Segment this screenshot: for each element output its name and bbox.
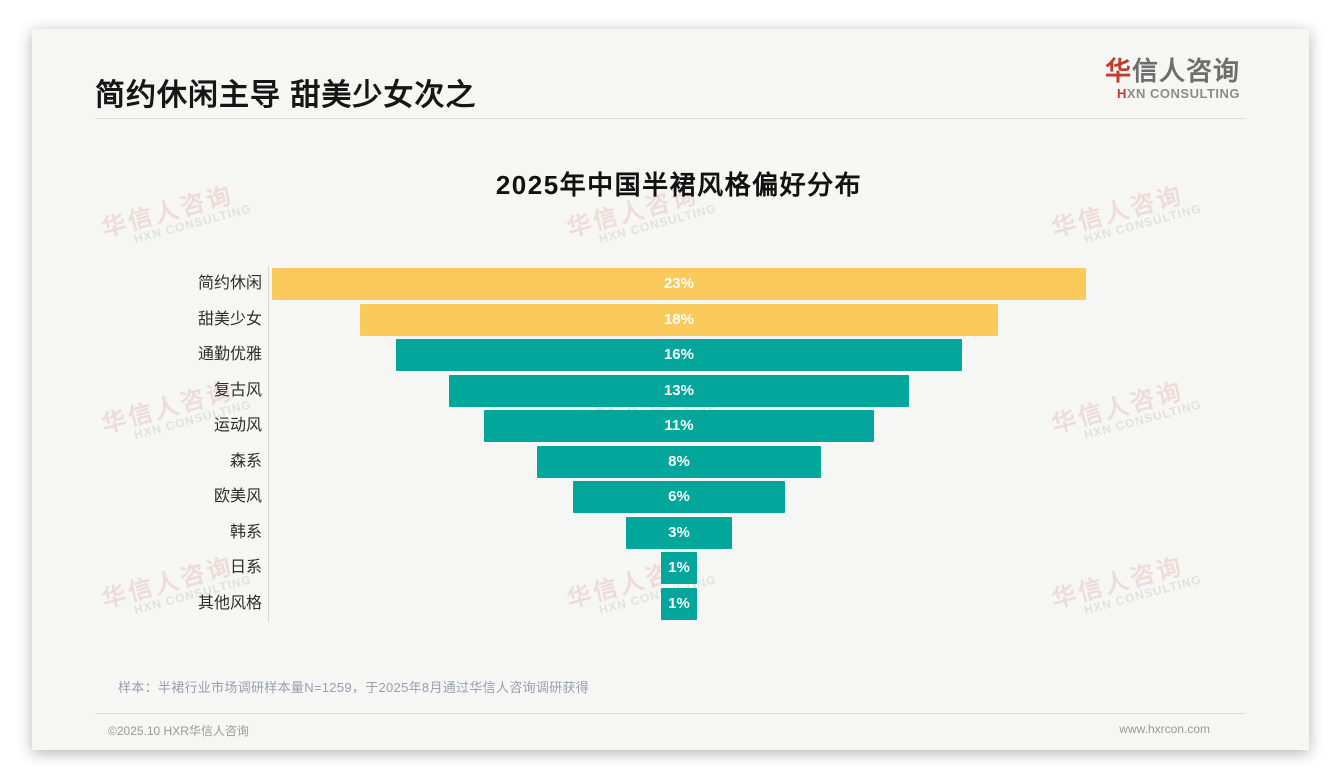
logo-en-first-char: H bbox=[1116, 86, 1127, 101]
category-label: 欧美风 bbox=[213, 488, 262, 505]
logo-cn-first-char: 华 bbox=[1104, 56, 1132, 86]
chart-row: 甜美少女 18% bbox=[32, 303, 1309, 336]
sample-note: 样本：半裙行业市场调研样本量N=1259，于2025年8月通过华信人咨询调研获得 bbox=[118, 680, 590, 695]
bar: 8% bbox=[537, 445, 821, 478]
logo-cn-text: 华信人咨询 bbox=[1105, 56, 1240, 86]
bar-value-label: 8% bbox=[668, 452, 690, 470]
category-label: 甜美少女 bbox=[197, 310, 262, 328]
bar: 1% bbox=[661, 587, 697, 620]
category-label: 复古风 bbox=[213, 381, 262, 399]
category-label: 简约休闲 bbox=[197, 275, 262, 292]
bar-value-label: 1% bbox=[668, 559, 690, 576]
bar: 13% bbox=[448, 374, 910, 407]
bar-value-label: 23% bbox=[663, 275, 694, 292]
category-label: 运动风 bbox=[213, 417, 262, 434]
page-title: 简约休闲主导 甜美少女次之 bbox=[95, 79, 477, 112]
bar: 18% bbox=[360, 303, 998, 336]
bar-value-label: 1% bbox=[668, 594, 690, 612]
footer-copyright: ©2025.10 HXR华信人咨询 bbox=[108, 724, 249, 738]
chart-axis-line bbox=[268, 266, 269, 622]
bar: 1% bbox=[661, 552, 697, 584]
category-label: 森系 bbox=[229, 452, 262, 470]
chart-row: 运动风 11% bbox=[32, 410, 1309, 442]
bar: 23% bbox=[271, 268, 1087, 300]
logo-en-rest: XN CONSULTING bbox=[1126, 86, 1240, 101]
category-label: 其他风格 bbox=[197, 594, 262, 612]
chart-row: 森系 8% bbox=[32, 445, 1309, 478]
chart-row: 简约休闲 23% bbox=[32, 268, 1309, 300]
footer-website-link[interactable]: www.hxrcon.com bbox=[1119, 722, 1210, 736]
bar: 6% bbox=[572, 481, 786, 513]
bar: 16% bbox=[395, 339, 963, 371]
category-label: 通勤优雅 bbox=[197, 346, 262, 363]
logo-cn-rest: 信人咨询 bbox=[1131, 56, 1240, 86]
bar-value-label: 3% bbox=[668, 523, 690, 541]
bar-value-label: 16% bbox=[663, 346, 694, 363]
bar-value-label: 6% bbox=[668, 488, 690, 505]
company-logo: 华信人咨询 HXN CONSULTING bbox=[1105, 56, 1240, 102]
chart-row: 韩系 3% bbox=[32, 516, 1309, 549]
chart-row: 通勤优雅 16% bbox=[32, 339, 1309, 371]
logo-en-text: HXN CONSULTING bbox=[1105, 86, 1240, 102]
chart-row: 复古风 13% bbox=[32, 374, 1309, 407]
chart-title: 2025年中国半裙风格偏好分布 bbox=[495, 170, 863, 200]
report-card: 华信人咨询 HXN CONSULTING 华信人咨询 HXN CONSULTIN… bbox=[32, 29, 1309, 750]
chart-row: 欧美风 6% bbox=[32, 481, 1309, 513]
chart-row: 其他风格 1% bbox=[32, 587, 1309, 620]
chart-row: 日系 1% bbox=[32, 552, 1309, 584]
footer-divider bbox=[95, 713, 1245, 714]
bar-value-label: 13% bbox=[663, 381, 694, 399]
header-divider bbox=[95, 118, 1245, 119]
bar: 11% bbox=[484, 410, 874, 442]
bar: 3% bbox=[625, 516, 733, 549]
category-label: 韩系 bbox=[229, 523, 262, 541]
bar-value-label: 18% bbox=[663, 310, 694, 328]
bar-value-label: 11% bbox=[664, 417, 694, 434]
category-label: 日系 bbox=[229, 559, 262, 576]
funnel-bar-chart: 简约休闲 23% 甜美少女 18% 通勤优雅 16% 复古风 13% 运动风 1… bbox=[32, 29, 1309, 750]
